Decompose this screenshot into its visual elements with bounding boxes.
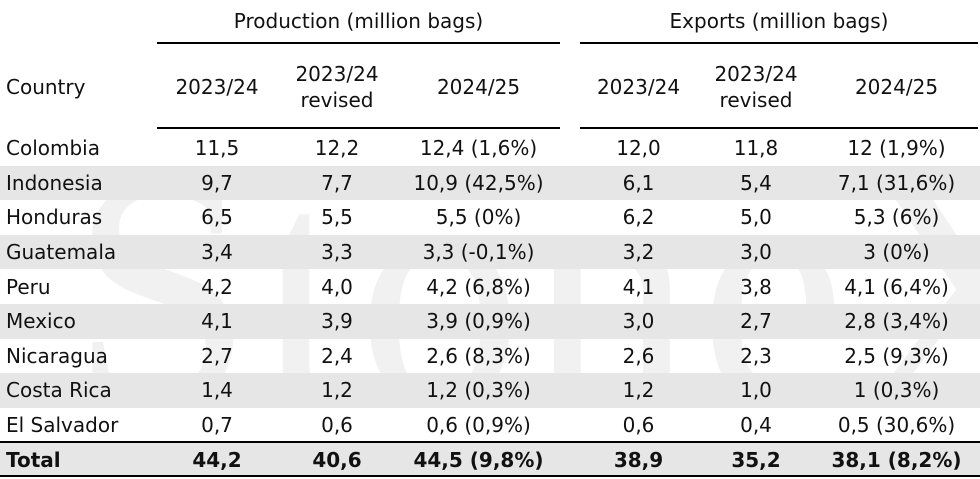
cell: 4,2 xyxy=(201,274,233,299)
cell: 2,7 xyxy=(740,309,772,334)
cell: 5,5 (0%) xyxy=(435,205,522,230)
header-rule xyxy=(157,127,560,129)
column-header: Country xyxy=(6,75,86,99)
cell: 1,2 xyxy=(622,378,655,403)
cell: 5,5 xyxy=(321,205,353,230)
cell: 11,8 xyxy=(733,136,779,161)
total-cell: 38,1 (8,2%) xyxy=(831,447,962,472)
cell: 4,1 xyxy=(622,274,655,299)
column-header: 2024/25 xyxy=(854,75,939,99)
cell: 0,7 xyxy=(201,413,233,438)
column-header: 2023/24 xyxy=(596,75,681,99)
cell: 0,6 xyxy=(622,413,655,438)
cell: 2,5 (9,3%) xyxy=(844,343,949,368)
cell: 3,9 xyxy=(321,309,353,334)
cell: 3,0 xyxy=(740,240,772,265)
cell: 4,1 (6,4%) xyxy=(844,274,949,299)
cell: 3 (0%) xyxy=(863,240,930,265)
cell: 11,5 xyxy=(194,136,240,161)
cell: 5,3 (6%) xyxy=(853,205,940,230)
cell: 12 (1,9%) xyxy=(847,136,946,161)
cell: 7,7 xyxy=(321,170,353,195)
cell: 1,2 xyxy=(321,378,353,403)
cell: 1,0 xyxy=(740,378,772,403)
total-cell: 38,9 xyxy=(613,447,664,472)
group-rule xyxy=(580,42,978,44)
cell: 6,1 xyxy=(622,170,655,195)
group-header: Exports (million bags) xyxy=(669,9,889,33)
cell: 7,1 (31,6%) xyxy=(837,170,956,195)
cell: 0,5 (30,6%) xyxy=(837,413,956,438)
cell: 12,2 xyxy=(314,136,360,161)
total-cell: 40,6 xyxy=(312,447,362,472)
header-rule xyxy=(580,127,978,129)
cell: 3,8 xyxy=(740,274,772,299)
cell: 0,6 (0,9%) xyxy=(426,413,531,438)
total-cell: Total xyxy=(6,447,61,472)
total-rule xyxy=(0,475,980,477)
row-shade xyxy=(0,373,980,408)
cell: 12,0 xyxy=(616,136,661,161)
cell: 1,4 xyxy=(201,378,233,403)
cell: 4,2 (6,8%) xyxy=(426,274,531,299)
cell: 2,6 (8,3%) xyxy=(426,343,531,368)
row-shade xyxy=(0,304,980,339)
cell: 0,6 xyxy=(321,413,353,438)
cell: 4,0 xyxy=(321,274,353,299)
country-cell: Peru xyxy=(6,274,51,299)
country-cell: Guatemala xyxy=(6,240,117,265)
country-cell: Honduras xyxy=(6,205,103,230)
cell: 3,3 (-0,1%) xyxy=(422,240,535,265)
group-rule xyxy=(157,42,560,44)
cell: 3,4 xyxy=(201,240,233,265)
country-cell: El Salvador xyxy=(6,413,119,438)
cell: 4,1 xyxy=(201,309,233,334)
country-cell: Mexico xyxy=(6,309,76,334)
cell: 12,4 (1,6%) xyxy=(419,136,538,161)
cell: 5,0 xyxy=(740,205,772,230)
country-cell: Nicaragua xyxy=(6,343,108,368)
total-cell: 44,2 xyxy=(192,447,242,472)
cell: 2,6 xyxy=(622,343,655,368)
country-cell: Costa Rica xyxy=(6,378,112,403)
row-shade xyxy=(0,442,980,477)
cell: 6,5 xyxy=(201,205,233,230)
cell: 2,3 xyxy=(740,343,772,368)
cell: 3,3 xyxy=(321,240,353,265)
cell: 0,4 xyxy=(740,413,772,438)
column-header: 2023/24 revised xyxy=(714,62,798,112)
cell: 10,9 (42,5%) xyxy=(413,170,544,195)
group-header: Production (million bags) xyxy=(233,9,484,33)
column-header: 2023/24 revised xyxy=(295,62,379,112)
total-rule xyxy=(0,441,980,444)
row-shade xyxy=(0,234,980,270)
row-shade xyxy=(0,165,980,201)
cell: 1,2 (0,3%) xyxy=(426,378,531,403)
cell: 5,4 xyxy=(740,170,772,195)
cell: 3,9 (0,9%) xyxy=(426,309,531,334)
column-header: 2023/24 xyxy=(175,75,259,99)
cell: 1 (0,3%) xyxy=(853,378,940,403)
total-cell: 35,2 xyxy=(731,447,781,472)
cell: 3,0 xyxy=(622,309,655,334)
column-header: 2024/25 xyxy=(436,75,521,99)
cell: 6,2 xyxy=(622,205,655,230)
cell: 2,8 (3,4%) xyxy=(844,309,949,334)
cell: 2,7 xyxy=(201,343,233,368)
country-cell: Colombia xyxy=(6,136,100,161)
cell: 3,2 xyxy=(622,240,655,265)
cell: 9,7 xyxy=(201,170,233,195)
total-cell: 44,5 (9,8%) xyxy=(413,447,544,472)
country-cell: Indonesia xyxy=(6,170,103,195)
cell: 2,4 xyxy=(321,343,353,368)
